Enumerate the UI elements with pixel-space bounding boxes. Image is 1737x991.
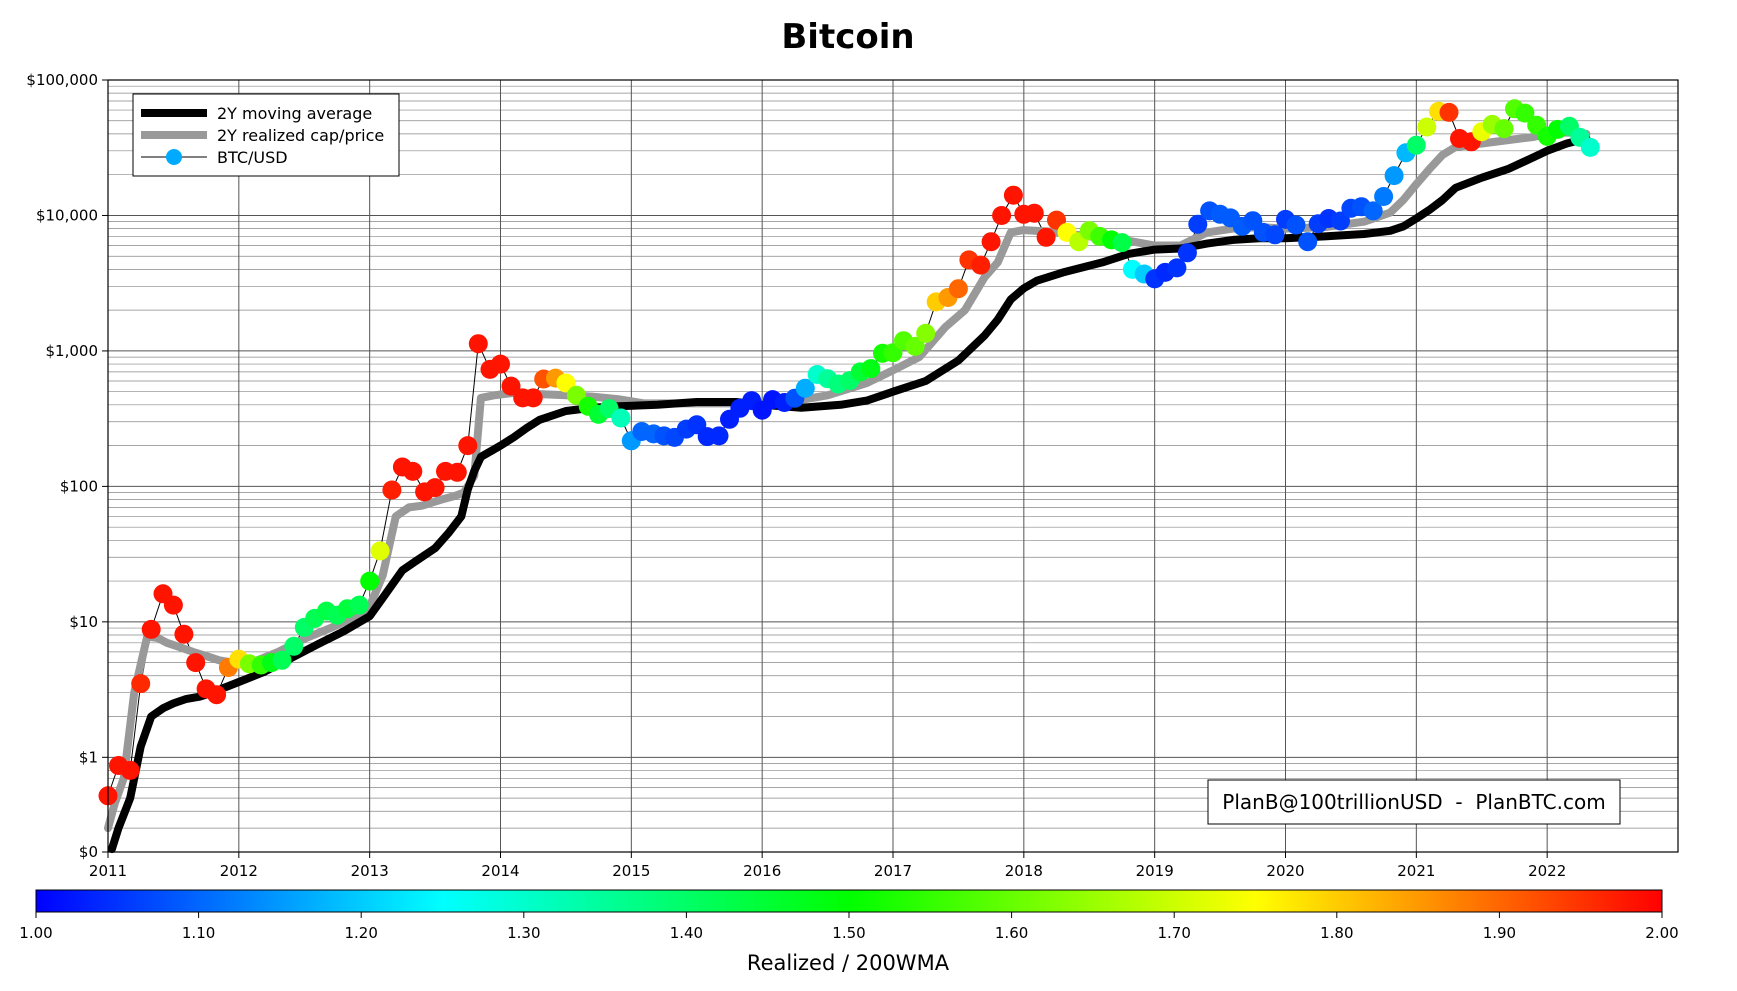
btcusd-point (1384, 166, 1404, 186)
x-tick-label: 2016 (743, 862, 781, 880)
btcusd-point (981, 232, 1001, 252)
annotation-text: PlanB@100trillionUSD - PlanBTC.com (1222, 790, 1605, 814)
y-tick-label: $100,000 (26, 71, 98, 89)
x-tick-label: 2012 (220, 862, 258, 880)
btcusd-point (611, 408, 631, 428)
btcusd-point (131, 674, 151, 694)
btcusd-point (207, 685, 227, 705)
btcusd-point (916, 323, 936, 343)
btcusd-point (491, 354, 510, 374)
btcusd-point (1298, 232, 1318, 252)
colorbar-tick-label: 1.40 (670, 924, 703, 942)
colorbar-tick-label: 1.70 (1157, 924, 1190, 942)
y-tick-label: $100 (60, 477, 98, 495)
btcusd-point (709, 426, 729, 446)
x-tick-label: 2014 (481, 862, 519, 880)
x-axis: 2011 2012 2013 2014 2015 2016 2017 2018 2019 2020… (89, 852, 1566, 880)
x-tick-label: 2015 (612, 862, 650, 880)
legend-label-realized: 2Y realized cap/price (217, 126, 384, 145)
y-tick-label: $1,000 (46, 342, 99, 360)
x-tick-label: 2022 (1528, 862, 1566, 880)
btcusd-point (141, 619, 161, 639)
btcusd-point (1036, 227, 1056, 247)
btcusd-point (523, 388, 543, 408)
btcusd-point (284, 636, 304, 656)
btcusd-point (1167, 258, 1187, 278)
btcusd-point (1494, 119, 1514, 139)
colorbar-ticks: 1.00 1.10 1.20 1.30 1.40 1.50 1.60 1.70 1.80 1.90… (19, 912, 1679, 942)
btcusd-point (1363, 201, 1383, 221)
btcusd-point (163, 595, 183, 615)
colorbar-tick-label: 1.60 (995, 924, 1028, 942)
btcusd-point (403, 461, 423, 481)
colorbar-tick-label: 1.10 (182, 924, 215, 942)
colorbar-label: Realized / 200WMA (747, 951, 950, 975)
colorbar-tick-label: 1.80 (1320, 924, 1353, 942)
btcusd-point (349, 595, 369, 615)
series-area (98, 99, 1600, 854)
btcusd-point (370, 541, 390, 561)
btcusd-point (1024, 203, 1044, 223)
y-axis: $0 $1 $10 $100 $1,000 $10,000 $100,000 (26, 71, 108, 861)
btcusd-point (905, 336, 925, 356)
btcusd-point (1286, 215, 1306, 235)
btcusd-point (795, 378, 815, 398)
btcusd-point (501, 376, 521, 396)
btcusd-point (861, 359, 881, 379)
btcusd-point (272, 650, 292, 670)
btcusd-point (1406, 135, 1426, 155)
colorbar-tick-label: 1.00 (19, 924, 52, 942)
colorbar (35, 889, 1663, 913)
chart-title: Bitcoin (781, 17, 914, 57)
btcusd-point (425, 478, 445, 498)
x-tick-label: 2019 (1136, 862, 1174, 880)
x-tick-label: 2013 (351, 862, 389, 880)
y-tick-label: $1 (79, 748, 98, 766)
x-tick-label: 2020 (1266, 862, 1304, 880)
btcusd-point (468, 334, 488, 354)
x-tick-label: 2017 (874, 862, 912, 880)
btcusd-point (458, 436, 478, 456)
annotation-box: PlanB@100trillionUSD - PlanBTC.com (1207, 779, 1621, 825)
legend: 2Y moving average 2Y realized cap/price … (132, 93, 400, 177)
btcusd-point (382, 480, 402, 500)
btcusd-point (948, 279, 968, 299)
y-tick-label: $10 (69, 613, 98, 631)
legend-swatch-btcusd-dot (166, 149, 182, 165)
annotation-frame (1207, 779, 1621, 825)
x-tick-label: 2018 (1005, 862, 1043, 880)
colorbar-tick-label: 1.50 (832, 924, 865, 942)
btcusd-point (1112, 233, 1132, 253)
btcusd-point (992, 206, 1012, 225)
btcusd-point (1177, 243, 1197, 263)
btcusd-point (1439, 102, 1459, 122)
btcusd-point (360, 571, 380, 591)
colorbar-tick-label: 1.30 (507, 924, 540, 942)
colorbar-tick-label: 1.90 (1483, 924, 1516, 942)
btcusd-point (1417, 117, 1437, 137)
colorbar-tick-label: 2.00 (1645, 924, 1678, 942)
btcusd-point (120, 760, 140, 780)
btcusd-point (1331, 211, 1350, 231)
btcusd-point (1515, 103, 1535, 123)
moving-average-line (107, 134, 1591, 854)
btcusd-point (1003, 185, 1023, 205)
btcusd-point (447, 462, 467, 482)
x-tick-label: 2021 (1397, 862, 1435, 880)
btcusd-point (1188, 214, 1208, 234)
x-tick-label: 2011 (89, 862, 127, 880)
btcusd-point (186, 653, 206, 673)
btcusd-point (1265, 225, 1285, 245)
legend-label-moving-average: 2Y moving average (217, 104, 372, 123)
colorbar-tick-label: 1.20 (344, 924, 377, 942)
btcusd-point (1580, 137, 1600, 157)
btcusd-point (1374, 187, 1394, 206)
y-tick-label: $0 (79, 843, 98, 861)
legend-label-btcusd: BTC/USD (217, 148, 288, 167)
y-tick-label: $10,000 (36, 206, 98, 224)
btcusd-point (971, 255, 991, 275)
btcusd-point (174, 624, 194, 644)
